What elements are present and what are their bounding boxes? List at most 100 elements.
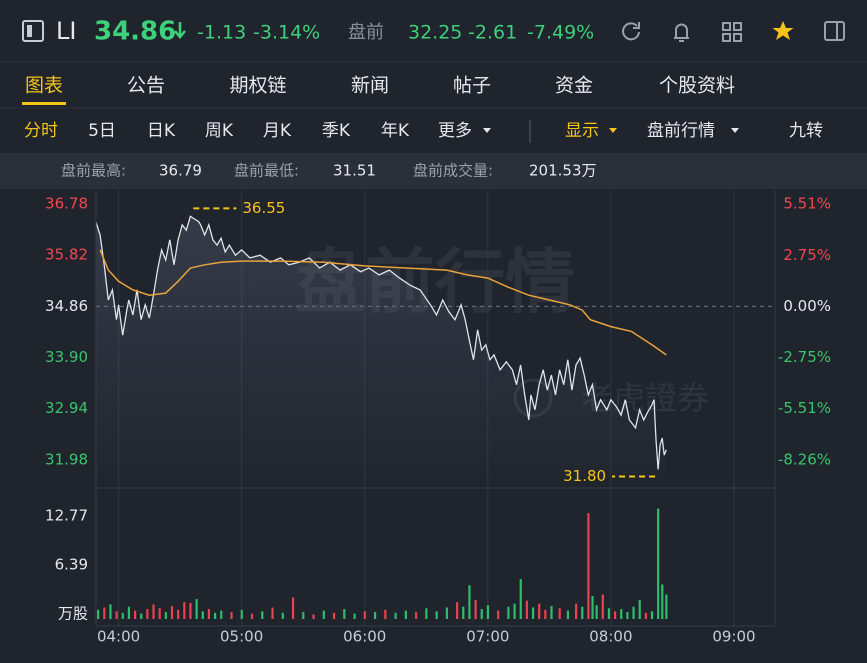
stat-value: 201.53万 <box>529 162 597 180</box>
period[interactable]: 年K <box>381 121 410 141</box>
tab[interactable]: 个股资料 <box>659 75 735 97</box>
volume-tick-label: 6.39 <box>55 555 88 573</box>
period[interactable]: 周K <box>205 121 234 141</box>
volume-bar <box>201 611 204 619</box>
display-menu[interactable]: 显示 <box>565 121 599 141</box>
sidebar-icon[interactable] <box>824 21 845 41</box>
dropdown-caret <box>731 128 739 133</box>
volume-bar <box>661 584 664 619</box>
volume-bar <box>644 612 647 619</box>
x-tick-label: 08:00 <box>589 628 632 646</box>
pre-label: 盘前 <box>348 22 384 43</box>
volume-bar <box>507 606 510 619</box>
period[interactable]: 月K <box>263 121 292 141</box>
favorite-star[interactable] <box>772 21 794 40</box>
stat-value: 31.51 <box>333 162 376 180</box>
y-tick-label: 32.94 <box>45 399 88 417</box>
volume-bar <box>133 610 137 619</box>
volume-bar <box>127 606 131 619</box>
tab[interactable]: 帖子 <box>453 75 491 97</box>
volume-bar <box>394 612 397 619</box>
indicator-button[interactable]: 九转 <box>789 121 823 141</box>
y2-tick-label: 0.00% <box>783 297 831 315</box>
volume-bar <box>486 605 490 619</box>
dropdown-caret <box>609 128 617 133</box>
mode-menu[interactable]: 盘前行情 <box>647 121 715 141</box>
period[interactable]: 更多 <box>438 121 472 141</box>
tab[interactable]: 新闻 <box>351 75 389 97</box>
volume-bar <box>220 610 223 619</box>
period[interactable]: 5日 <box>88 121 116 141</box>
chart-frame <box>95 190 776 627</box>
volume-bar <box>462 606 465 619</box>
period[interactable]: 季K <box>322 121 351 141</box>
y-tick-label: 35.82 <box>45 246 88 264</box>
y-tick-label: 31.98 <box>45 450 88 468</box>
y-tick-label: 33.90 <box>45 348 88 366</box>
bell-icon[interactable] <box>674 23 689 42</box>
y2-tick-label: -2.75% <box>778 348 831 366</box>
tab-bar: 图表 公告 期权链 新闻 帖子 资金 个股资料 <box>22 75 735 105</box>
stats-bar <box>0 153 867 189</box>
chart: 04:00 05:00 06:00 07:00 08:00 09:00 5.51% 2.75%… <box>45 190 831 646</box>
volume-bar <box>271 607 274 619</box>
volume-bar <box>146 609 149 619</box>
y2-tick-label: 5.51% <box>783 195 831 213</box>
price-line <box>95 215 667 470</box>
volume-bar <box>177 609 180 619</box>
volume-bar <box>332 612 336 619</box>
volume-bar <box>213 612 217 619</box>
refresh-icon[interactable] <box>622 22 640 41</box>
volume-bar <box>170 605 174 619</box>
volume-bar <box>281 612 284 619</box>
tab[interactable]: 图表 <box>25 75 63 97</box>
volume-bar <box>595 605 598 619</box>
tab[interactable]: 资金 <box>555 75 593 97</box>
volume-bar <box>581 606 584 619</box>
tab[interactable]: 期权链 <box>229 75 286 97</box>
volume-bar <box>250 613 254 619</box>
volume-bar <box>183 602 186 619</box>
volume-bar <box>638 599 641 619</box>
volume-bar <box>384 609 387 619</box>
tab[interactable]: 公告 <box>127 75 165 97</box>
volume-bar <box>456 602 459 619</box>
volume-bar <box>544 609 547 619</box>
volume-bar <box>363 611 366 619</box>
volume-bar <box>601 594 604 619</box>
period[interactable]: 分时 <box>24 121 58 141</box>
volume-bar <box>519 579 522 619</box>
volume-bar <box>474 599 477 619</box>
tab-underline <box>22 102 66 105</box>
volume-bar <box>468 585 471 619</box>
price: 34.86 <box>94 17 176 47</box>
stat-value: 36.79 <box>159 162 202 180</box>
volume-bar <box>480 609 483 619</box>
y2-tick-label: 2.75% <box>783 246 831 264</box>
volume-bar <box>164 612 167 619</box>
volume-tick-label: 万股 <box>58 605 88 623</box>
annotation-label: 31.80 <box>563 467 606 485</box>
volume-bar <box>531 607 535 619</box>
volume-bar <box>566 610 570 619</box>
volume-bar <box>140 613 143 619</box>
volume-bar <box>404 610 407 619</box>
average-line <box>99 249 667 356</box>
volume-bar <box>538 603 541 619</box>
volume-bar <box>497 610 500 619</box>
period[interactable]: 日K <box>147 121 176 141</box>
volume-bar <box>513 603 516 619</box>
pre-change: -2.61 <box>468 22 517 44</box>
volume-bar <box>353 613 356 619</box>
symbol-icon-bar <box>27 25 32 37</box>
volume-bar <box>207 609 211 619</box>
symbol-icon[interactable] <box>22 20 44 42</box>
pre-change-pct: -7.49% <box>527 22 594 44</box>
x-tick-label: 09:00 <box>712 628 755 646</box>
grid-icon[interactable] <box>722 22 742 42</box>
volume-bar <box>291 597 295 619</box>
down-arrow <box>174 22 186 39</box>
annotation-label: 36.55 <box>242 199 285 217</box>
x-tick-label: 07:00 <box>466 628 509 646</box>
